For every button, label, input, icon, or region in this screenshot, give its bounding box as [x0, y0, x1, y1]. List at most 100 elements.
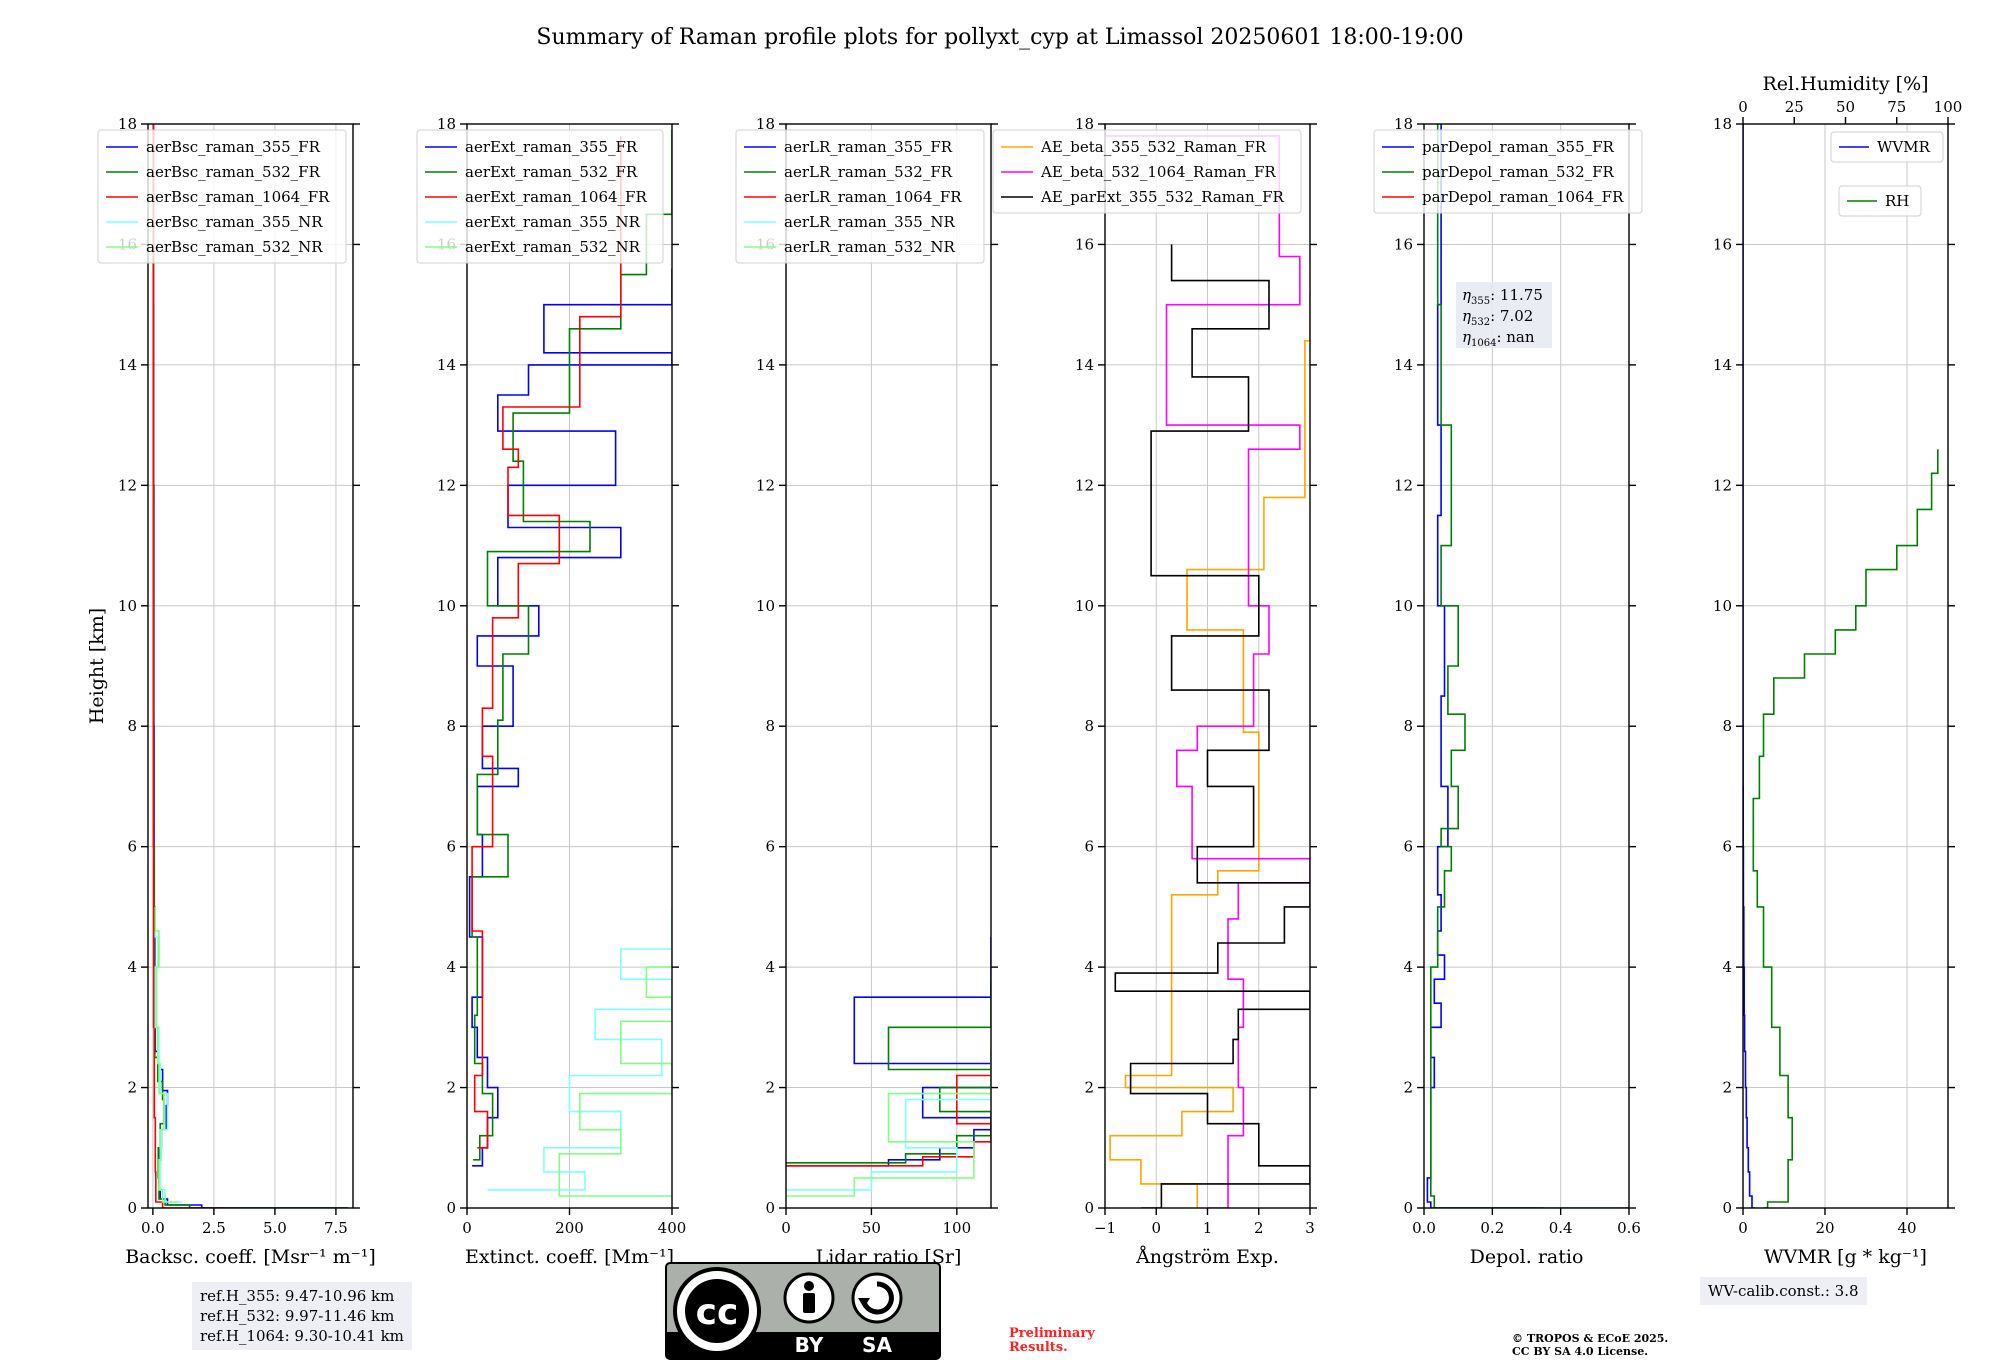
- y-tick-label: 10: [1075, 597, 1094, 615]
- y-tick-label: 2: [446, 1079, 456, 1097]
- eta-symbol: η: [1462, 286, 1471, 304]
- figure-title: Summary of Raman profile plots for polly…: [536, 25, 1463, 50]
- x-tick-label: 20: [1815, 1219, 1834, 1237]
- x-axis-label: Ångström Exp.: [1135, 1246, 1279, 1268]
- y-tick-label: 18: [1394, 115, 1413, 133]
- y-tick-label: 6: [1084, 838, 1094, 856]
- y-tick-label: 4: [1084, 958, 1094, 976]
- y-tick-label: 6: [1722, 838, 1732, 856]
- x-tick-label: 3: [1305, 1219, 1315, 1237]
- legend-label: AE_beta_355_532_Raman_FR: [1040, 138, 1267, 156]
- axes-frame: [785, 123, 992, 1209]
- copyright-note: © TROPOS & ECoE 2025. CC BY SA 4.0 Licen…: [1512, 1332, 1668, 1358]
- x-axis-label: WVMR [g * kg⁻¹]: [1764, 1246, 1927, 1268]
- legend-label: aerExt_raman_532_NR: [465, 238, 641, 256]
- series-aerBsc_raman_532_NR: [154, 906, 178, 1203]
- y-tick-label: 0: [446, 1199, 456, 1217]
- top-tick-label: 25: [1785, 98, 1804, 116]
- series-group: [1743, 124, 1939, 1208]
- by-person-body: [803, 1293, 815, 1313]
- series-RH: [1752, 449, 1939, 1208]
- y-tick-label: 10: [437, 597, 456, 615]
- panel-lr: 024681012141618050100Lidar ratio [Sr]aer…: [735, 115, 998, 1268]
- legend-box: [416, 129, 664, 264]
- series-aerLR_raman_1064_FR: [786, 1051, 991, 1167]
- legend-box: [992, 129, 1302, 214]
- top-axis-label: Rel.Humidity [%]: [1762, 73, 1928, 95]
- y-tick-label: 12: [118, 476, 137, 494]
- legend-label: aerBsc_raman_532_NR: [146, 238, 323, 256]
- legend-box: [97, 129, 347, 264]
- y-tick-label: 8: [1403, 717, 1413, 735]
- legend-label: aerLR_raman_532_FR: [784, 163, 953, 181]
- ref-height-box: ref.H_355: 9.47-10.96 km ref.H_532: 9.97…: [192, 1282, 412, 1350]
- top-tick-label: 50: [1836, 98, 1855, 116]
- x-tick-label: 0: [781, 1219, 791, 1237]
- legend-label: parDepol_raman_532_FR: [1422, 163, 1615, 181]
- y-tick-label: 12: [1075, 476, 1094, 494]
- y-tick-label: 14: [1713, 356, 1732, 374]
- y-tick-label: 18: [437, 115, 456, 133]
- legend-box: [735, 129, 985, 264]
- series-aerExt_raman_355_NR: [487, 912, 672, 1191]
- x-tick-label: 100: [943, 1219, 972, 1237]
- y-tick-label: 0: [1722, 1199, 1732, 1217]
- series-AE_beta_355_532_Raman_FR: [1109, 292, 1310, 1208]
- y-tick-label: 14: [437, 356, 456, 374]
- series-parDepol_raman_532_FR: [1430, 124, 1629, 1208]
- y-tick-label: 4: [127, 958, 137, 976]
- y-tick-label: 8: [446, 717, 456, 735]
- copyright-line-1: © TROPOS & ECoE 2025.: [1512, 1332, 1669, 1345]
- series-aerBsc_raman_532_FR: [152, 124, 349, 1208]
- series-group: [468, 130, 672, 1197]
- series-aerLR_raman_355_NR: [786, 1057, 991, 1191]
- y-tick-label: 14: [756, 356, 775, 374]
- y-tick-label: 0: [1403, 1199, 1413, 1217]
- series-aerExt_raman_532_NR: [558, 906, 672, 1197]
- eta-subscript: 532: [1471, 317, 1490, 328]
- legend-label: aerLR_raman_532_NR: [784, 238, 955, 256]
- y-tick-label: 8: [1722, 717, 1732, 735]
- legend-label: AE_beta_532_1064_Raman_FR: [1040, 163, 1276, 181]
- by-person-head: [804, 1281, 814, 1291]
- y-tick-label: 12: [1394, 476, 1413, 494]
- panel-ext: 0246810121416180200400Extinct. coeff. [M…: [416, 115, 686, 1268]
- y-tick-label: 18: [118, 115, 137, 133]
- y-tick-label: 2: [1403, 1079, 1413, 1097]
- x-tick-label: 0: [462, 1219, 472, 1237]
- eta-subscript: 355: [1471, 296, 1490, 307]
- ref-height-355: ref.H_355: 9.47-10.96 km: [200, 1287, 395, 1305]
- x-tick-label: 5.0: [263, 1219, 287, 1237]
- legend-label: WVMR: [1877, 138, 1931, 156]
- legend-label: aerBsc_raman_355_FR: [146, 138, 321, 156]
- y-tick-label: 4: [765, 958, 775, 976]
- top-tick-label: 75: [1887, 98, 1906, 116]
- y-tick-label: 8: [1084, 717, 1094, 735]
- panel-depol: 0 2 4 6 8 10 12 14 16 18 0.0 0.2 0.4 0.6 Depol. ratio p…: [1373, 115, 1643, 1268]
- preliminary-note: Preliminary Results.: [1009, 1327, 1095, 1355]
- y-tick-label: 12: [1713, 476, 1732, 494]
- y-tick-label: 6: [127, 838, 137, 856]
- x-tick-label: 0: [1151, 1219, 1161, 1237]
- series-aerLR_raman_532_FR: [786, 979, 991, 1164]
- y-tick-label: 18: [756, 115, 775, 133]
- wv-calib-box: WV-calib.const.: 3.8: [1700, 1277, 1867, 1305]
- legend-label: aerBsc_raman_532_FR: [146, 163, 321, 181]
- x-tick-label: 2: [1254, 1219, 1264, 1237]
- top-tick-label: 100: [1934, 98, 1963, 116]
- series-aerExt_raman_355_FR: [468, 268, 672, 1167]
- x-axis-label: Extinct. coeff. [Mm⁻¹]: [465, 1246, 674, 1268]
- eta-subscript: 1064: [1471, 338, 1496, 349]
- sa-share-icon: [851, 1272, 903, 1324]
- y-tick-label: 12: [437, 476, 456, 494]
- legend-label: aerLR_raman_355_NR: [784, 213, 955, 231]
- x-tick-label: 0.0: [141, 1219, 165, 1237]
- x-tick-label: 40: [1897, 1219, 1916, 1237]
- legend-label: aerLR_raman_1064_FR: [784, 188, 962, 206]
- y-tick-label: 10: [1394, 597, 1413, 615]
- y-tick-label: 2: [127, 1079, 137, 1097]
- y-tick-label: 6: [1403, 838, 1413, 856]
- legend-label: aerExt_raman_1064_FR: [465, 188, 647, 206]
